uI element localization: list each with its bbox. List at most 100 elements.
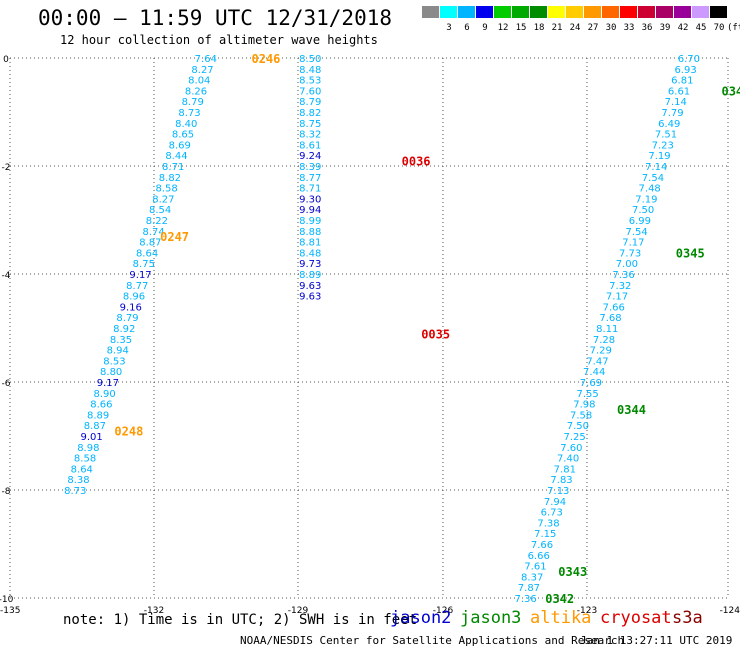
scale-swatch (494, 6, 511, 18)
wave-height-value: 8.48 (299, 248, 321, 259)
wave-height-value: 7.44 (583, 367, 605, 378)
wave-height-value: 8.82 (159, 173, 181, 184)
wave-height-value: 8.73 (64, 486, 86, 497)
wave-height-value: 7.36 (515, 594, 537, 605)
wave-height-value: 7.55 (577, 389, 599, 400)
wave-height-value: 8.58 (74, 454, 96, 465)
x-tick-label: -135 (0, 606, 20, 616)
wave-height-value: 7.69 (580, 378, 602, 389)
wave-height-value: 7.83 (550, 475, 572, 486)
satellite-altika: altika (530, 608, 592, 628)
wave-height-value: 7.17 (606, 292, 628, 303)
scale-swatch (548, 6, 565, 18)
scale-swatch (440, 6, 457, 18)
wave-height-value: 6.70 (678, 54, 700, 65)
wave-height-value: 7.00 (616, 259, 638, 270)
pass-time-label: 0035 (421, 327, 450, 341)
wave-height-value: 7.87 (518, 583, 540, 594)
wave-height-value: 9.16 (120, 302, 142, 313)
wave-height-value: 8.79 (299, 97, 321, 108)
wave-height-value: 8.27 (152, 194, 174, 205)
pass-time-label: 0036 (402, 155, 431, 169)
wave-height-value: 7.15 (534, 529, 556, 540)
scale-label: 18 (533, 23, 545, 33)
wave-height-value: 8.77 (126, 281, 148, 292)
scale-swatch (602, 6, 619, 18)
wave-height-value: 7.66 (531, 540, 553, 551)
wave-height-value: 8.69 (169, 140, 191, 151)
scale-swatch (656, 6, 673, 18)
wave-height-value: 8.81 (299, 238, 321, 249)
wave-height-value: 9.01 (80, 432, 102, 443)
wave-height-value: 8.89 (87, 410, 109, 421)
wave-height-value: 8.99 (299, 216, 321, 227)
wave-height-value: 8.53 (299, 76, 321, 87)
x-tick-label: -129 (288, 606, 309, 616)
wave-height-value: 8.73 (178, 108, 200, 119)
wave-height-value: 8.94 (107, 346, 129, 357)
chart-title: 00:00 – 11:59 UTC 12/31/2018 (38, 6, 393, 30)
y-tick-label: -4 (2, 271, 11, 281)
wave-height-value: 8.54 (149, 205, 171, 216)
wave-height-value: 7.23 (652, 140, 674, 151)
pass-time-label: 0246 (252, 52, 281, 66)
wave-height-value: 7.19 (635, 194, 657, 205)
wave-height-value: 8.37 (521, 572, 543, 583)
y-tick-label: -6 (2, 379, 11, 389)
scale-label: 36 (641, 23, 653, 33)
wave-height-value: 8.40 (175, 119, 197, 130)
wave-height-value: 9.17 (129, 270, 151, 281)
scale-swatch (638, 6, 655, 18)
wave-height-value: 7.81 (554, 464, 576, 475)
wave-height-value: 7.50 (567, 421, 589, 432)
x-tick-label: -126 (433, 606, 454, 616)
wave-height-value: 8.35 (110, 335, 132, 346)
scale-label: 33 (623, 23, 635, 33)
wave-height-value: 8.38 (67, 475, 89, 486)
wave-height-value: 7.58 (570, 410, 592, 421)
wave-height-value: 8.87 (139, 238, 161, 249)
wave-height-value: 8.71 (162, 162, 184, 173)
scale-label: 12 (497, 23, 509, 33)
wave-height-value: 7.19 (648, 151, 670, 162)
wave-height-value: 8.64 (136, 248, 158, 259)
y-tick-label: 0 (3, 55, 9, 65)
wave-height-value: 7.98 (573, 400, 595, 411)
pass-time-label: 0248 (114, 425, 143, 439)
wave-height-value: 8.92 (113, 324, 135, 335)
wave-height-value: 8.74 (142, 227, 164, 238)
wave-height-value: 7.73 (619, 248, 641, 259)
wave-height-value: 8.66 (90, 400, 112, 411)
scale-label: 9 (482, 23, 488, 33)
scale-label: 70 (713, 23, 725, 33)
wave-height-value: 8.79 (182, 97, 204, 108)
scale-swatch (692, 6, 709, 18)
wave-height-value: 8.96 (123, 292, 145, 303)
pass-time-label: 0346 (721, 84, 740, 98)
wave-height-value: 7.28 (593, 335, 615, 346)
wave-height-value: 7.48 (639, 184, 661, 195)
scale-label: 15 (515, 23, 527, 33)
scale-label: 39 (659, 23, 671, 33)
scale-swatch (530, 6, 547, 18)
wave-height-value: 7.47 (586, 356, 608, 367)
wave-height-value: 6.61 (668, 86, 690, 97)
wave-height-value: 9.63 (299, 292, 321, 303)
scale-label: 24 (569, 23, 581, 33)
wave-height-value: 7.38 (537, 518, 559, 529)
wave-height-value: 7.54 (642, 173, 664, 184)
scale-swatch (584, 6, 601, 18)
wave-height-value: 8.53 (103, 356, 125, 367)
wave-height-value: 7.32 (609, 281, 631, 292)
wave-height-value: 9.94 (299, 205, 321, 216)
pass-time-label: 0247 (160, 230, 189, 244)
wave-height-value: 8.87 (84, 421, 106, 432)
wave-height-value: 7.68 (599, 313, 621, 324)
pass-time-label: 0342 (545, 592, 574, 606)
wave-height-value: 6.49 (658, 119, 680, 130)
wave-height-value: 8.26 (185, 86, 207, 97)
wave-height-value: 7.79 (661, 108, 683, 119)
scale-swatch (512, 6, 529, 18)
wave-height-value: 7.54 (625, 227, 647, 238)
